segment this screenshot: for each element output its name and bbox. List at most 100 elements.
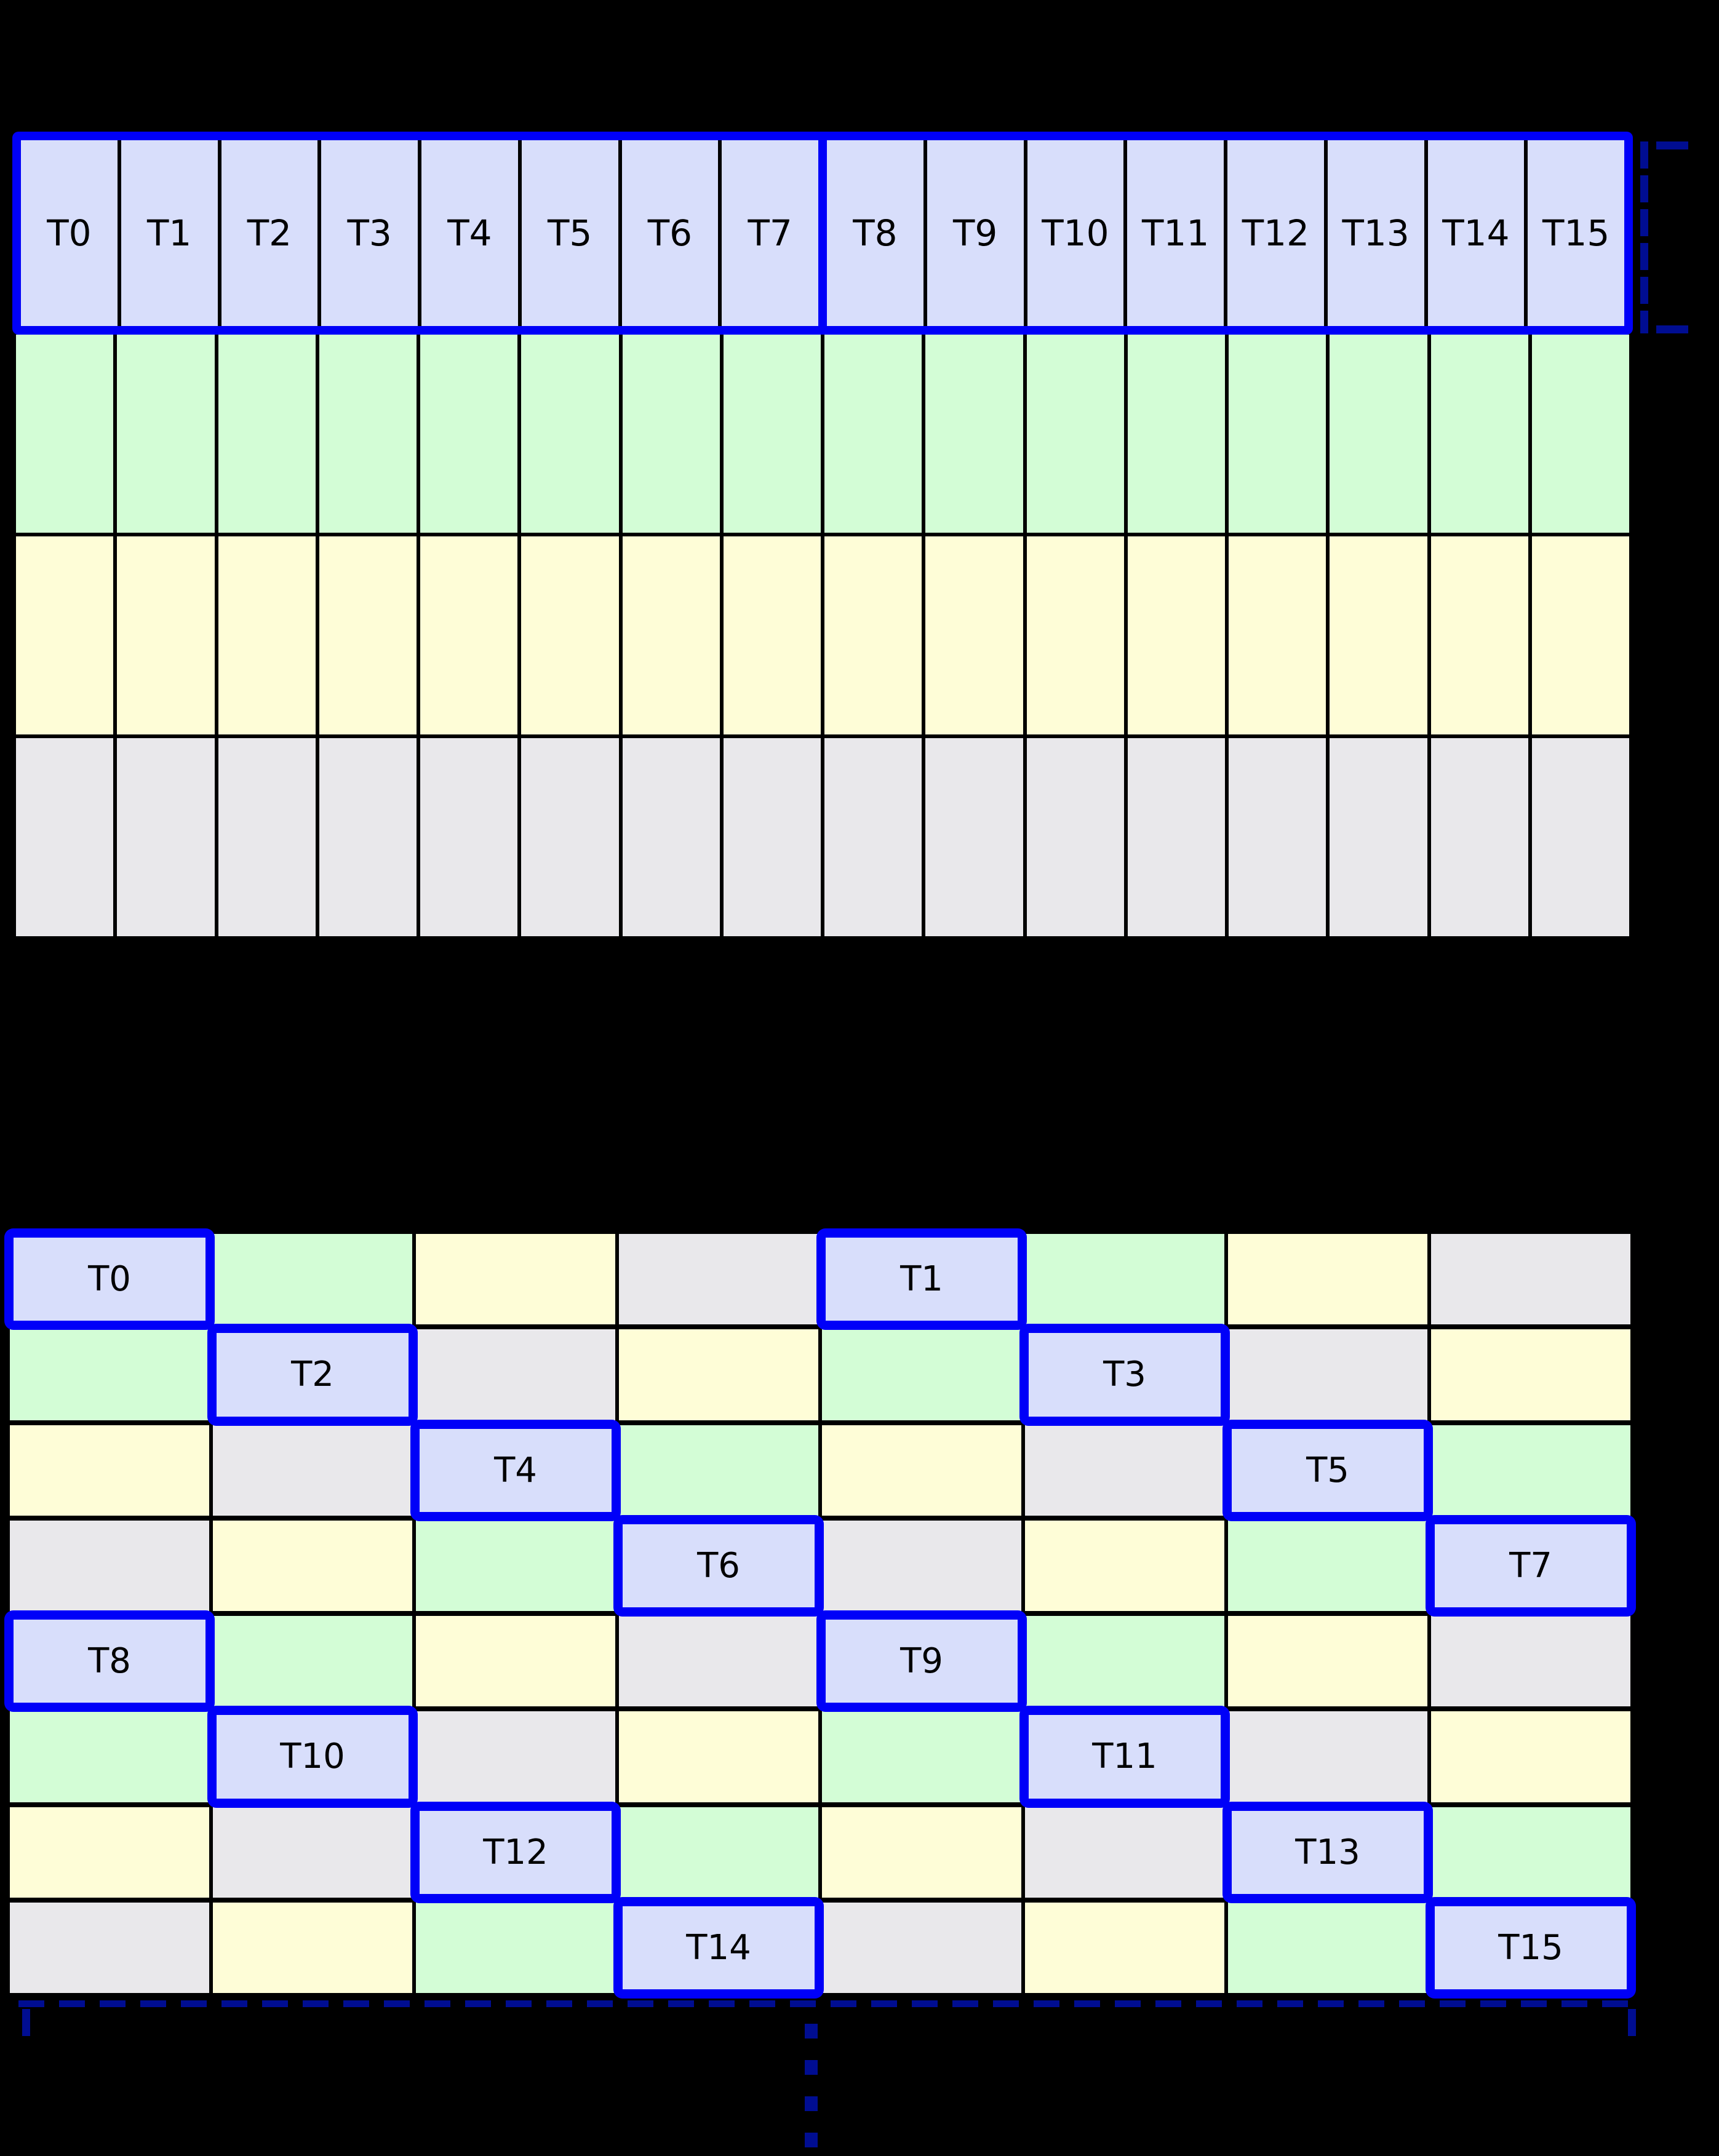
thread-label: T1 bbox=[900, 1259, 943, 1300]
diagonal-cell-gray-r4c3 bbox=[619, 1616, 818, 1707]
thread-label: T7 bbox=[748, 212, 792, 254]
grid1-yellow-row-cell bbox=[420, 536, 522, 734]
diagonal-thread-cell-T15: T15 bbox=[1431, 1902, 1630, 1993]
thread-cell-T7: T7 bbox=[722, 140, 827, 326]
grid1-green-row-cell bbox=[1330, 335, 1431, 533]
diagonal-cell-green-r2c3 bbox=[619, 1425, 818, 1516]
grid1-yellow-row-cell bbox=[1229, 536, 1330, 734]
thread-label: T12 bbox=[1242, 212, 1309, 254]
grid1-green-row bbox=[12, 335, 1633, 536]
grid1-green-row-cell bbox=[824, 335, 926, 533]
diagonal-cell-yellow-r5c7 bbox=[1431, 1711, 1630, 1802]
grid1-green-row-cell bbox=[1430, 335, 1532, 533]
thread-label: T3 bbox=[347, 212, 392, 254]
diagonal-cell-yellow-r7c5 bbox=[1025, 1902, 1224, 1993]
thread-label: T2 bbox=[291, 1354, 334, 1395]
diagonal-cell-gray-r2c1 bbox=[213, 1425, 412, 1516]
diagonal-cell-gray-r0c3 bbox=[619, 1234, 818, 1325]
grid1-gray-row-cell bbox=[117, 738, 218, 936]
grid1-yellow-row-cell bbox=[1127, 536, 1229, 734]
grid1-gray-row-cell bbox=[622, 738, 724, 936]
bottom-bracket-left-tick bbox=[22, 2009, 30, 2036]
thread-label: T11 bbox=[1092, 1736, 1157, 1777]
grid1-green-row-cell bbox=[1229, 335, 1330, 533]
diagonal-cell-gray-r5c2 bbox=[416, 1711, 615, 1802]
grid1-yellow-row-cell bbox=[824, 536, 926, 734]
thread-label: T5 bbox=[547, 212, 592, 254]
diagonal-thread-cell-T3: T3 bbox=[1025, 1329, 1224, 1420]
grid1-green-row-cell bbox=[1531, 335, 1629, 533]
diagonal-cell-yellow-r0c2 bbox=[416, 1234, 615, 1325]
diagonal-thread-cell-T11: T11 bbox=[1025, 1711, 1224, 1802]
diagonal-cell-green-r3c6 bbox=[1228, 1520, 1427, 1611]
thread-cell-T10: T10 bbox=[1027, 140, 1128, 326]
diagonal-cell-gray-r1c2 bbox=[416, 1329, 615, 1420]
diagonal-cell-yellow-r2c0 bbox=[10, 1425, 209, 1516]
thread-cell-T3: T3 bbox=[321, 140, 421, 326]
thread-label: T10 bbox=[280, 1736, 345, 1777]
diagonal-thread-cell-T9: T9 bbox=[822, 1616, 1021, 1707]
grid1-yellow-row-cell bbox=[1026, 536, 1128, 734]
grid1-yellow-row bbox=[12, 536, 1633, 738]
grid1-gray-row-cell bbox=[16, 738, 118, 936]
grid1-yellow-row-cell bbox=[117, 536, 218, 734]
grid1-green-row-cell bbox=[218, 335, 319, 533]
diagonal-cell-green-r4c1 bbox=[213, 1616, 412, 1707]
grid1-gray-row-cell bbox=[1430, 738, 1532, 936]
diagonal-thread-cell-T12: T12 bbox=[416, 1807, 615, 1898]
thread-cell-T1: T1 bbox=[121, 140, 221, 326]
diagonal-cell-yellow-r1c7 bbox=[1431, 1329, 1630, 1420]
grid1-green-row-cell bbox=[925, 335, 1027, 533]
grid1-yellow-row-cell bbox=[218, 536, 319, 734]
thread-label: T9 bbox=[900, 1641, 943, 1682]
bottom-bracket-dashes bbox=[18, 2000, 1638, 2007]
grid1-green-row-cell bbox=[622, 335, 724, 533]
thread-label: T8 bbox=[853, 212, 898, 254]
diagonal-cell-green-r4c5 bbox=[1025, 1616, 1224, 1707]
diagonal-cell-yellow-r7c1 bbox=[213, 1902, 412, 1993]
diagonal-cell-gray-r2c5 bbox=[1025, 1425, 1224, 1516]
grid1-green-row-cell bbox=[420, 335, 522, 533]
thread-label: T11 bbox=[1142, 212, 1210, 254]
warp-bracket-bottom-dash bbox=[1656, 325, 1688, 333]
grid1-yellow-row-cell bbox=[1330, 536, 1431, 734]
diagonal-cell-green-r2c7 bbox=[1431, 1425, 1630, 1516]
grid1-green-row-cell bbox=[319, 335, 420, 533]
diagonal-cell-gray-r4c7 bbox=[1431, 1616, 1630, 1707]
diagonal-cell-gray-r7c0 bbox=[10, 1902, 209, 1993]
grid1-yellow-row-cell bbox=[319, 536, 420, 734]
thread-label: T3 bbox=[1103, 1354, 1146, 1395]
diagonal-cell-yellow-r2c4 bbox=[822, 1425, 1021, 1516]
thread-cell-T0: T0 bbox=[21, 140, 121, 326]
thread-label: T10 bbox=[1042, 212, 1109, 254]
thread-label: T6 bbox=[697, 1545, 740, 1586]
thread-row: T0 T1 T2 T3 T4 T5 T6 T7 T8 T9 T10 T11 T12 T13 T14 T15 bbox=[12, 132, 1633, 335]
diagonal-cell-gray-r3c0 bbox=[10, 1520, 209, 1611]
grid1-gray-row-cell bbox=[925, 738, 1027, 936]
grid1-green-row-cell bbox=[16, 335, 118, 533]
diagonal-thread-cell-T10: T10 bbox=[213, 1711, 412, 1802]
diagonal-cell-yellow-r1c3 bbox=[619, 1329, 818, 1420]
diagonal-cell-gray-r3c4 bbox=[822, 1520, 1021, 1611]
diagonal-cell-green-r5c4 bbox=[822, 1711, 1021, 1802]
warp-bracket-top-dash bbox=[1656, 141, 1688, 149]
thread-label: T15 bbox=[1498, 1927, 1563, 1968]
grid1-green-row-cell bbox=[521, 335, 623, 533]
diagonal-grid: T0 T1 T2 T3 T4 T5 T6 T7 T8 T9 T10 T11 T12 T13 T14 T15 bbox=[6, 1230, 1634, 1997]
thread-label: T5 bbox=[1306, 1450, 1349, 1490]
ellipsis-dot bbox=[805, 2024, 818, 2039]
thread-label: T15 bbox=[1542, 212, 1610, 254]
grid1-gray-row-cell bbox=[723, 738, 824, 936]
diagonal-thread-cell-T4: T4 bbox=[416, 1425, 615, 1516]
diagonal-cell-green-r0c1 bbox=[213, 1234, 412, 1325]
thread-cell-T4: T4 bbox=[421, 140, 522, 326]
diagonal-cell-green-r1c0 bbox=[10, 1329, 209, 1420]
thread-label: T9 bbox=[952, 212, 998, 254]
diagonal-cell-yellow-r6c0 bbox=[10, 1807, 209, 1898]
diagonal-cell-green-r1c4 bbox=[822, 1329, 1021, 1420]
thread-label: T4 bbox=[494, 1450, 537, 1490]
thread-cell-T14: T14 bbox=[1427, 140, 1528, 326]
diagonal-thread-cell-T6: T6 bbox=[619, 1520, 818, 1611]
thread-label: T14 bbox=[686, 1927, 751, 1968]
diagonal-cell-gray-r6c1 bbox=[213, 1807, 412, 1898]
